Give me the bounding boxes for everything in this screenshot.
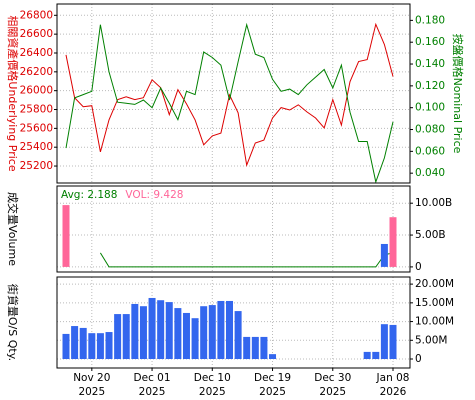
y2-tick-label: 0.100 (415, 102, 445, 114)
bar (105, 332, 113, 360)
bar (71, 326, 79, 360)
y2-tick-label: 0.180 (415, 14, 445, 26)
x-tick-label: 2025 (139, 386, 166, 398)
bar (62, 205, 70, 267)
y2-tick-label: 0.040 (415, 167, 445, 179)
bar (389, 324, 397, 360)
bar (88, 333, 96, 360)
legend-entry: Avg: 2.188 (61, 189, 117, 201)
y-axis-label: 成交量Volume (6, 192, 20, 266)
line (65, 22, 394, 184)
line (65, 22, 394, 167)
x-tick-label: Jan 08 (376, 372, 410, 384)
y2-tick-label: 0.080 (415, 124, 445, 136)
bar (191, 318, 199, 360)
bar (96, 333, 104, 360)
panel-frame (56, 276, 411, 369)
bar (165, 302, 173, 360)
y-tick-label: 26800 (20, 9, 53, 21)
bar (62, 333, 70, 360)
bar (174, 308, 182, 360)
panel-frame (56, 3, 411, 184)
x-tick-label: 2026 (380, 386, 407, 398)
x-tick-label: 2025 (78, 386, 105, 398)
bar (217, 300, 225, 360)
bar (363, 351, 371, 360)
y-axis-label: 街貨量O/S Qty. (6, 284, 20, 361)
y2-axis-label: 按盤價格Nominal Price (451, 34, 465, 154)
bar (251, 336, 259, 360)
bar (243, 336, 251, 360)
x-tick-label: Dec 19 (254, 372, 291, 384)
y2-tick-label: 0.120 (415, 80, 445, 92)
y-tick-label: 15.00M (415, 297, 454, 309)
y-tick-label: 25200 (20, 160, 53, 172)
bar (260, 336, 268, 360)
x-tick-label: Nov 20 (73, 372, 110, 384)
bar (182, 312, 190, 360)
y-tick-label: 0 (415, 353, 422, 365)
bar (114, 314, 122, 360)
line (99, 252, 394, 268)
y-tick-label: 26200 (20, 66, 53, 78)
y-tick-label: 26000 (20, 85, 53, 97)
x-tick-label: 2025 (259, 386, 286, 398)
bar (139, 306, 147, 360)
y-tick-label: 5.00M (415, 334, 447, 346)
bar (380, 324, 388, 360)
panel-frame (56, 185, 411, 273)
bar (131, 303, 139, 360)
bar (269, 354, 277, 360)
y-tick-label: 0 (415, 261, 422, 273)
legend-entry: VOL: 9.428 (125, 189, 183, 201)
y2-tick-label: 0.140 (415, 58, 445, 70)
y2-tick-label: 0.060 (415, 145, 445, 157)
y-tick-label: 26600 (20, 28, 53, 40)
x-tick-label: 2025 (199, 386, 226, 398)
y2-tick-label: 0.160 (415, 36, 445, 48)
x-tick-label: 2025 (319, 386, 346, 398)
x-tick-label: Dec 01 (134, 372, 171, 384)
bar (157, 300, 165, 360)
bar (79, 327, 87, 360)
bar (226, 300, 233, 360)
y-tick-label: 25800 (20, 104, 53, 116)
bar (234, 311, 242, 360)
y-tick-label: 10.00M (415, 316, 454, 328)
bar (372, 351, 380, 360)
y-tick-label: 10.00B (415, 197, 452, 209)
bar (389, 217, 397, 267)
x-tick-label: Dec 10 (194, 372, 231, 384)
y-tick-label: 25600 (20, 122, 53, 134)
bar (148, 297, 156, 360)
y-tick-label: 20.00M (415, 278, 454, 290)
y-tick-label: 5.00B (415, 229, 446, 241)
bar (122, 314, 130, 360)
y-tick-label: 26400 (20, 47, 53, 59)
bar (200, 306, 208, 360)
bar (208, 305, 216, 360)
x-tick-label: Dec 30 (314, 372, 351, 384)
bar (380, 243, 388, 267)
y-tick-label: 25400 (20, 141, 53, 153)
y-axis-label: 相關資產價格Underlying Price (6, 15, 20, 171)
